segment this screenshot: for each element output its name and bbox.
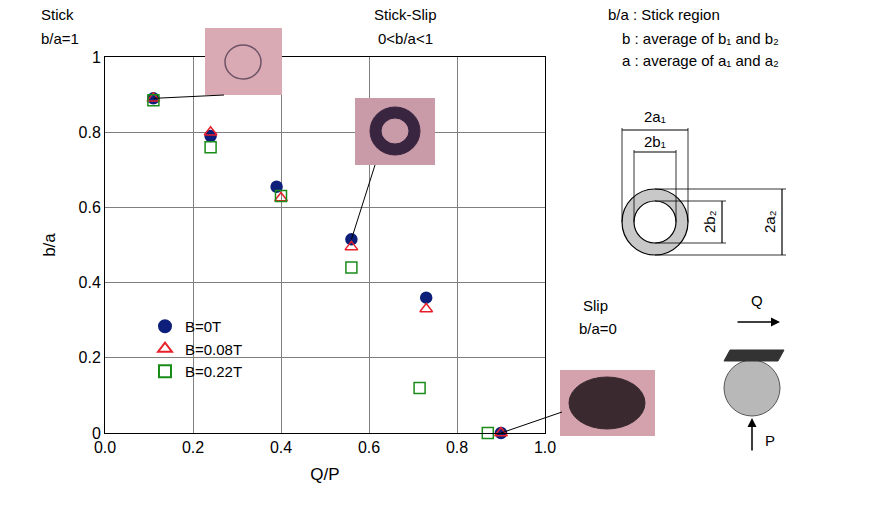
svg-text:b/a: b/a — [40, 233, 59, 257]
svg-text:b/a=1: b/a=1 — [41, 30, 79, 47]
svg-text:b : average of b₁ and b₂: b : average of b₁ and b₂ — [622, 30, 779, 47]
svg-text:B=0T: B=0T — [185, 318, 221, 335]
svg-text:2b₁: 2b₁ — [644, 133, 666, 150]
svg-text:0.2: 0.2 — [182, 439, 204, 456]
svg-text:2a₁: 2a₁ — [644, 108, 666, 125]
svg-text:1: 1 — [92, 49, 101, 66]
svg-text:0.6: 0.6 — [79, 199, 101, 216]
svg-text:Stick: Stick — [41, 6, 74, 23]
svg-text:B=0.08T: B=0.08T — [185, 341, 242, 358]
svg-text:a : average of a₁ and a₂: a : average of a₁ and a₂ — [622, 52, 779, 69]
svg-text:0.8: 0.8 — [446, 439, 468, 456]
svg-text:0.8: 0.8 — [79, 124, 101, 141]
svg-text:1.0: 1.0 — [534, 439, 556, 456]
svg-text:Slip: Slip — [583, 297, 608, 314]
svg-text:0.4: 0.4 — [270, 439, 292, 456]
svg-text:0.0: 0.0 — [94, 439, 116, 456]
svg-text:B=0.22T: B=0.22T — [185, 363, 242, 380]
svg-text:0<b/a<1: 0<b/a<1 — [378, 30, 433, 47]
svg-text:0.2: 0.2 — [79, 349, 101, 366]
svg-text:0: 0 — [92, 425, 101, 442]
svg-text:b/a : Stick region: b/a : Stick region — [608, 6, 720, 23]
svg-text:0.4: 0.4 — [79, 274, 101, 291]
svg-text:2a₂: 2a₂ — [761, 210, 778, 233]
svg-text:b/a=0: b/a=0 — [579, 320, 617, 337]
svg-text:P: P — [765, 432, 775, 449]
svg-text:2b₂: 2b₂ — [701, 210, 718, 233]
svg-text:Q/P: Q/P — [310, 465, 339, 484]
svg-text:Stick-Slip: Stick-Slip — [374, 6, 437, 23]
svg-text:Q: Q — [751, 292, 763, 309]
svg-text:0.6: 0.6 — [358, 439, 380, 456]
